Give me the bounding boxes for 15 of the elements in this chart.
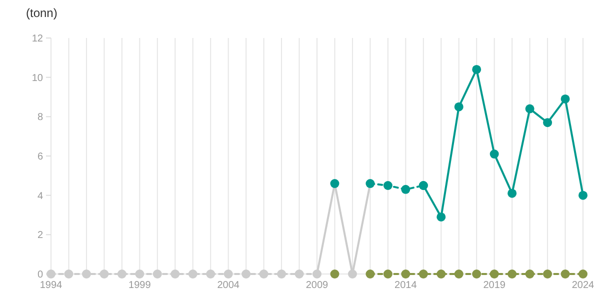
y-axis-title: (tonn) (26, 6, 58, 20)
y-tick-label: 10 (32, 72, 44, 84)
y-tick-label: 6 (37, 152, 44, 162)
x-tick-label: 2009 (306, 280, 329, 291)
x-tick-label: 2004 (217, 280, 240, 291)
x-tick-label: 2014 (394, 280, 418, 291)
y-tick-label: 0 (37, 270, 44, 280)
y-tick-label: 12 (32, 34, 44, 44)
x-tick-label: 1994 (40, 280, 63, 291)
x-tick-label: 2024 (572, 280, 595, 291)
y-tick-label: 2 (37, 230, 44, 242)
x-tick-label: 1999 (128, 280, 152, 291)
y-tick-label: 8 (37, 112, 44, 124)
y-tick-label: 4 (37, 190, 44, 202)
x-tick-label: 2019 (483, 280, 506, 291)
